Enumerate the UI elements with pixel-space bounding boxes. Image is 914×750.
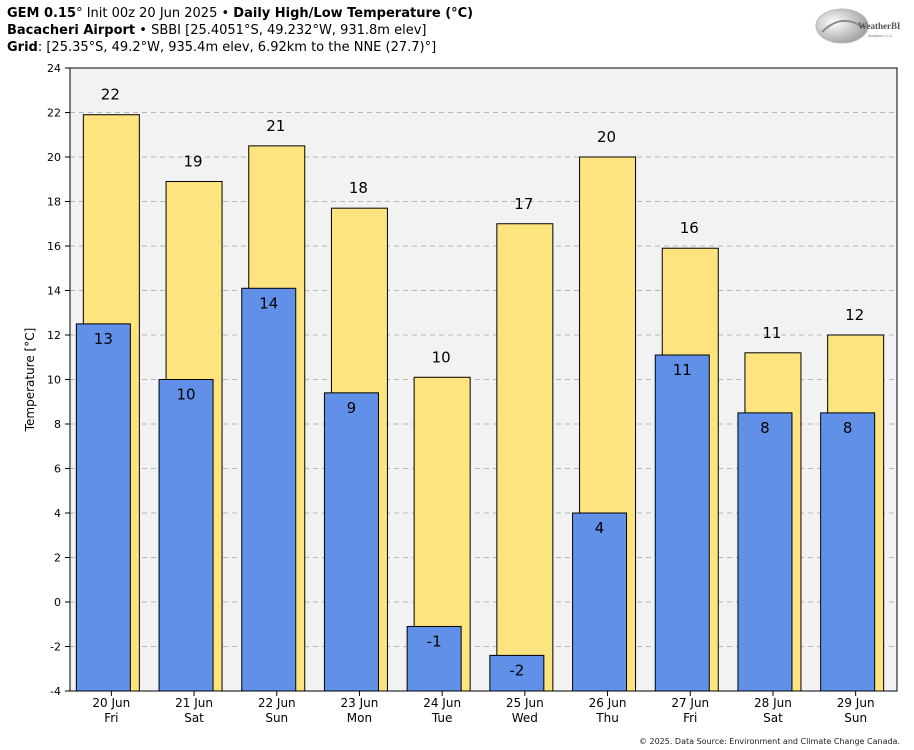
station-info: • SBBI [25.4051°S, 49.232°W, 931.8m elev…: [139, 23, 427, 38]
x-date-label: 28 Jun: [754, 696, 792, 710]
high-temp-label: 10: [432, 348, 451, 366]
high-temp-label: 22: [101, 86, 120, 104]
high-temp-label: 21: [266, 117, 285, 135]
grid-info: : [25.35°S, 49.2°W, 935.4m elev, 6.92km …: [37, 40, 437, 55]
y-tick-label: 4: [54, 507, 61, 520]
x-date-label: 27 Jun: [671, 696, 709, 710]
high-temp-label: 18: [349, 179, 368, 197]
station-name: Bacacheri Airport: [7, 23, 136, 38]
x-day-label: Wed: [512, 711, 538, 725]
high-temp-label: 19: [184, 152, 203, 170]
y-tick-label: 14: [47, 285, 61, 298]
weatherbell-logo: WeatherBELL Analytics LLC: [815, 8, 900, 44]
y-tick-label: 18: [47, 196, 61, 209]
grid-line: Grid: [25.35°S, 49.2°W, 935.4m elev, 6.9…: [7, 39, 473, 56]
init-time: ° Init 00z 20 Jun 2025: [76, 6, 218, 21]
low-temp-bar: [323, 392, 379, 692]
x-date-label: 22 Jun: [258, 696, 296, 710]
product-title: Daily High/Low Temperature (°C): [233, 6, 474, 21]
x-day-label: Sat: [184, 711, 204, 725]
y-tick-label: -2: [50, 641, 61, 654]
x-date-label: 23 Jun: [341, 696, 379, 710]
low-temp-bar: [406, 625, 462, 692]
low-temp-bar: [241, 287, 297, 692]
high-temp-label: 17: [514, 195, 533, 213]
low-temp-bar: [75, 323, 131, 692]
chart-header: GEM 0.15° Init 00z 20 Jun 2025 • Daily H…: [7, 5, 473, 56]
x-day-label: Sun: [265, 711, 288, 725]
y-tick-label: 20: [47, 151, 61, 164]
x-day-label: Fri: [683, 711, 697, 725]
y-axis-label: Temperature [°C]: [23, 328, 37, 433]
low-temp-label: 10: [177, 386, 196, 404]
low-temp-label: 11: [673, 361, 692, 379]
y-tick-label: 24: [47, 62, 61, 75]
x-date-label: 25 Jun: [506, 696, 544, 710]
y-tick-label: 8: [54, 418, 61, 431]
high-temp-label: 11: [762, 324, 781, 342]
y-tick-label: 10: [47, 374, 61, 387]
y-tick-label: 16: [47, 240, 61, 253]
low-temp-label: 8: [843, 419, 853, 437]
title-line: GEM 0.15° Init 00z 20 Jun 2025 • Daily H…: [7, 5, 473, 22]
low-temp-bar: [820, 412, 876, 692]
low-temp-label: 13: [94, 330, 113, 348]
high-temp-label: 12: [845, 306, 864, 324]
y-tick-label: 6: [54, 463, 61, 476]
high-temp-bar: [496, 223, 554, 692]
low-temp-bar: [654, 354, 710, 692]
x-day-label: Sun: [844, 711, 867, 725]
logo-text: WeatherBELL: [858, 21, 900, 31]
low-temp-label: -2: [509, 661, 524, 679]
logo-subtext: Analytics LLC: [868, 33, 893, 38]
low-temp-bar: [572, 512, 628, 692]
x-day-label: Fri: [104, 711, 118, 725]
x-day-label: Tue: [431, 711, 453, 725]
low-temp-label: 14: [259, 294, 278, 312]
low-temp-bar: [489, 654, 545, 692]
x-day-label: Thu: [595, 711, 619, 725]
high-temp-label: 20: [597, 128, 616, 146]
data-source-credit: © 2025. Data Source: Environment and Cli…: [638, 737, 900, 746]
y-tick-label: -4: [50, 685, 61, 698]
x-date-label: 21 Jun: [175, 696, 213, 710]
low-temp-label: -1: [427, 632, 442, 650]
x-day-label: Mon: [347, 711, 372, 725]
x-day-label: Sat: [763, 711, 783, 725]
x-date-label: 20 Jun: [92, 696, 130, 710]
high-temp-label: 16: [680, 219, 699, 237]
station-line: Bacacheri Airport • SBBI [25.4051°S, 49.…: [7, 22, 473, 39]
low-temp-bar: [158, 379, 214, 692]
low-temp-label: 9: [347, 399, 357, 417]
low-temp-label: 4: [595, 519, 605, 537]
y-tick-label: 12: [47, 329, 61, 342]
low-temp-bar: [737, 412, 793, 692]
plot-frame: [69, 67, 898, 692]
y-tick-label: 2: [54, 552, 61, 565]
x-date-label: 29 Jun: [837, 696, 875, 710]
y-tick-label: 22: [47, 107, 61, 120]
model-name: GEM 0.15: [7, 6, 77, 21]
grid-label: Grid: [7, 40, 38, 55]
x-date-label: 26 Jun: [589, 696, 627, 710]
low-temp-label: 8: [760, 419, 770, 437]
title-bullet: •: [221, 6, 230, 21]
y-tick-label: 0: [54, 596, 61, 609]
x-date-label: 24 Jun: [423, 696, 461, 710]
